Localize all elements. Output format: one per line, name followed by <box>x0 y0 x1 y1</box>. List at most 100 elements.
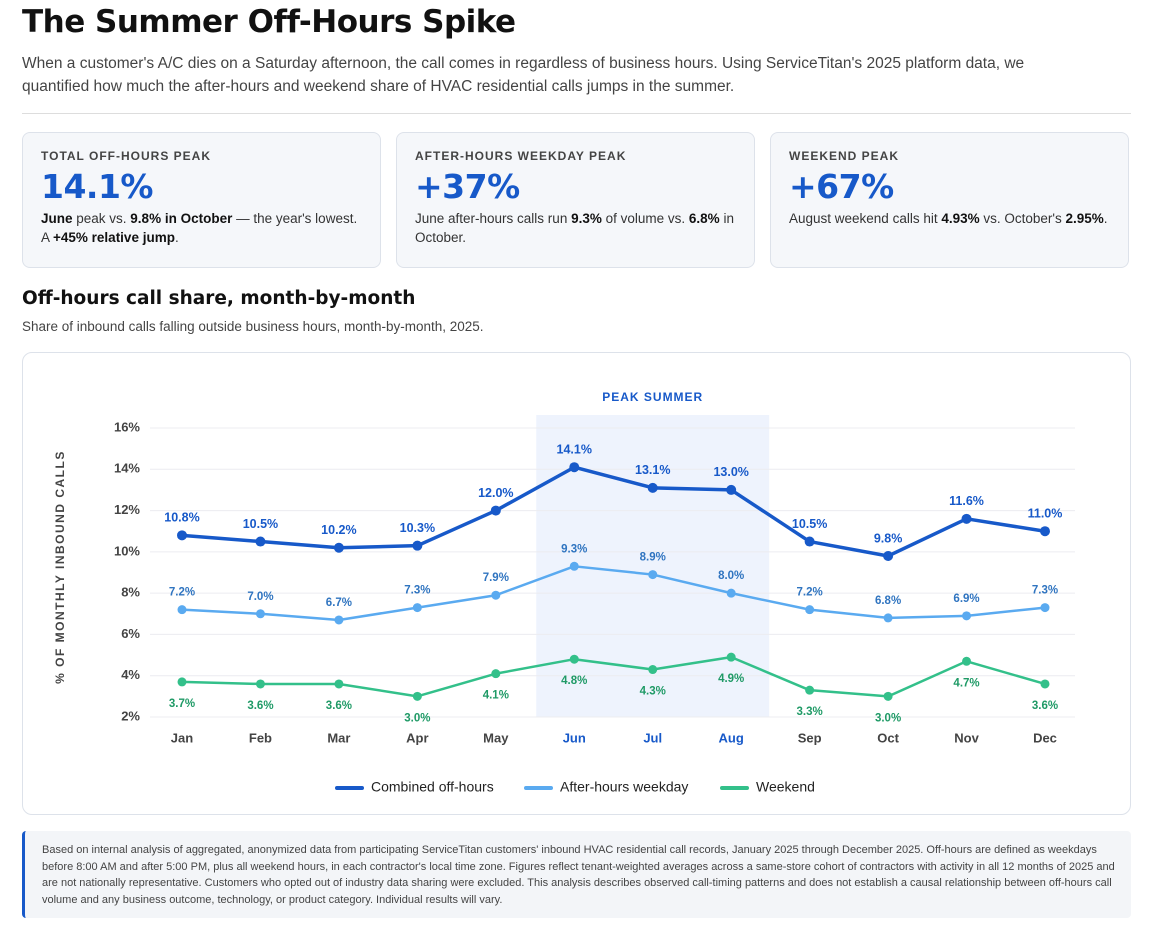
page-subtitle: When a customer's A/C dies on a Saturday… <box>22 55 1025 95</box>
data-label: 14.1% <box>557 443 592 457</box>
data-point <box>804 536 815 547</box>
data-label: 7.2% <box>797 587 823 599</box>
data-point <box>1040 679 1050 689</box>
chart-frame <box>22 352 1131 815</box>
data-label: 4.9% <box>718 673 744 685</box>
y-tick-label: 8% <box>121 585 140 600</box>
card-text: +45% relative jump <box>53 229 175 245</box>
card-text: in October. <box>415 211 734 245</box>
x-tick-label: Jan <box>171 730 193 745</box>
data-label: 8.9% <box>640 552 666 564</box>
chart-subtitle: Share of inbound calls falling outside b… <box>22 319 484 334</box>
data-point <box>490 505 501 516</box>
data-point <box>569 462 580 473</box>
y-tick-label: 4% <box>121 667 140 682</box>
data-point <box>1040 526 1050 537</box>
data-label: 4.3% <box>640 686 666 698</box>
card-text: 6.8% <box>688 211 720 226</box>
y-tick-label: 10% <box>114 543 140 558</box>
card-body: August weekend calls hit 4.93% vs. Octob… <box>789 210 1110 229</box>
data-point <box>726 484 737 495</box>
y-tick-label: 6% <box>121 626 140 641</box>
data-point <box>177 530 187 541</box>
stat-card: TOTAL OFF-HOURS PEAK 14.1% June peak vs. 9… <box>22 132 381 268</box>
card-label: WEEKEND PEAK <box>789 149 900 163</box>
footnote: Based on internal analysis of aggregated… <box>22 831 1131 918</box>
data-point <box>883 691 893 701</box>
data-label: 9.3% <box>561 543 587 555</box>
data-label: 9.8% <box>874 531 903 545</box>
data-point <box>491 669 501 679</box>
data-point <box>412 603 422 613</box>
stat-card: WEEKEND PEAK +67% August weekend calls hit… <box>770 132 1129 268</box>
series-line <box>181 465 1046 558</box>
data-point <box>962 611 972 621</box>
data-point <box>648 665 658 675</box>
data-point <box>961 513 972 524</box>
x-tick-label: Aug <box>719 730 744 745</box>
y-tick-label: 2% <box>121 708 140 723</box>
divider <box>22 113 1131 114</box>
card-label: AFTER-HOURS WEEKDAY PEAK <box>415 149 627 163</box>
card-text: 9.8% in October <box>130 211 233 226</box>
y-tick-label: 16% <box>114 419 140 434</box>
data-label: 4.8% <box>561 675 587 687</box>
data-point <box>334 679 344 689</box>
data-label: 3.0% <box>875 712 901 724</box>
data-label: 3.7% <box>169 698 195 710</box>
data-label: 3.6% <box>247 700 273 712</box>
data-label: 7.3% <box>1032 585 1058 597</box>
data-point <box>177 677 187 687</box>
data-point <box>647 482 658 493</box>
card-text: of volume vs. <box>601 211 689 226</box>
card-text: 9.3% <box>571 211 602 226</box>
page-title: The Summer Off-Hours Spike <box>22 4 516 40</box>
x-tick-label: Feb <box>249 730 272 745</box>
x-tick-label: Sep <box>798 730 822 745</box>
y-tick-label: 12% <box>114 502 140 517</box>
data-point <box>726 588 736 598</box>
card-text: — the year's lowest. A <box>41 211 358 245</box>
card-text: . <box>174 229 179 245</box>
data-point <box>255 679 265 689</box>
data-point <box>962 656 972 666</box>
data-label: 10.5% <box>243 517 278 531</box>
x-tick-label: May <box>483 730 509 745</box>
stat-card: AFTER-HOURS WEEKDAY PEAK +37% June after-h… <box>396 132 755 268</box>
chart-title: Off-hours call share, month-by-month <box>22 288 416 309</box>
data-label: 10.5% <box>792 517 827 531</box>
data-label: 11.0% <box>1028 507 1063 521</box>
data-point <box>255 609 265 619</box>
data-point <box>726 652 736 662</box>
card-text: vs. October's <box>979 211 1066 226</box>
x-tick-label: Dec <box>1033 730 1057 745</box>
data-label: 7.9% <box>483 572 509 584</box>
legend-label: Combined off-hours <box>371 779 494 795</box>
data-label: 13.1% <box>635 463 670 477</box>
data-label: 4.7% <box>953 677 979 689</box>
x-tick-label: Nov <box>954 730 979 745</box>
data-label: 7.2% <box>169 587 195 599</box>
data-point <box>177 605 187 615</box>
data-label: 3.0% <box>404 712 430 724</box>
card-text: peak vs. <box>72 211 131 226</box>
data-point <box>412 540 423 551</box>
highlight-label: PEAK SUMMER <box>602 390 703 404</box>
data-label: 13.0% <box>713 465 748 479</box>
x-tick-label: Mar <box>327 730 350 745</box>
legend-label: After-hours weekday <box>560 779 688 795</box>
y-tick-label: 14% <box>114 461 140 476</box>
data-label: 4.1% <box>483 690 509 702</box>
data-label: 11.6% <box>949 494 984 508</box>
data-label: 12.0% <box>478 486 513 500</box>
card-value: 14.1% <box>41 167 154 206</box>
data-point <box>255 536 266 547</box>
x-tick-label: Jul <box>643 730 662 745</box>
data-point <box>491 590 501 600</box>
data-point <box>883 550 894 561</box>
card-label: TOTAL OFF-HOURS PEAK <box>41 149 211 163</box>
data-label: 3.6% <box>326 700 352 712</box>
data-point <box>805 685 815 695</box>
